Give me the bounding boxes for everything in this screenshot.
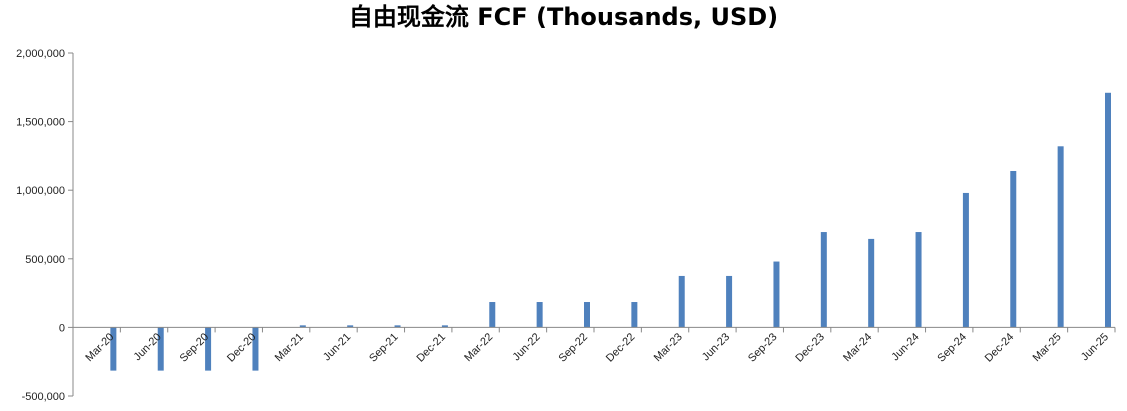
x-tick-label: Jun-25 [1079,331,1111,363]
x-tick-label: Mar-22 [462,331,495,364]
x-tick-label: Jun-23 [700,331,732,363]
x-tick-label: Dec-24 [983,331,1017,365]
x-tick-label: Jun-21 [321,331,353,363]
bar [868,238,875,328]
x-tick-label: Sep-24 [935,331,969,365]
x-axis: Mar-20 Jun-20 Sep-20 Dec-20 Mar-21 Jun-21 Sep-… [73,326,1116,365]
y-tick-label: 0 [59,322,65,334]
y-tick-label: 1,500,000 [16,117,65,129]
x-tick-label: Jun-24 [889,331,921,363]
bar [584,302,590,328]
bar [205,327,212,371]
bars [110,92,1111,371]
bar [678,275,685,328]
x-tick-label: Jun-22 [510,331,542,363]
y-tick-label: 1,000,000 [16,185,65,197]
x-tick-label: Mar-23 [652,331,685,364]
bar [252,327,259,371]
x-tick-label: Dec-21 [414,331,448,365]
bar [1057,146,1064,328]
bar [394,325,401,328]
x-tick-label: Sep-22 [557,331,591,365]
bar [347,325,354,328]
bar [820,232,827,328]
x-tick-label: Dec-23 [793,331,827,365]
y-tick-label: -500,000 [22,391,65,403]
bar [489,302,496,328]
x-tick-label: Sep-21 [367,331,401,365]
x-tick-label: Mar-21 [273,331,306,364]
bar [915,232,922,328]
bar [726,275,733,328]
bar [631,302,638,328]
y-tick-label: 2,000,000 [16,48,65,60]
bar [1010,170,1017,328]
y-axis: -500,000 0 500,000 1,000,000 1,500,000 2,000,… [16,48,74,403]
bar [962,192,969,328]
bar [299,325,306,328]
x-tick-label: Dec-22 [604,331,638,365]
x-tick-label: Mar-25 [1031,331,1064,364]
bar [1105,92,1111,328]
bar [157,327,164,371]
bar [536,302,543,328]
chart-title: 自由现金流 FCF (Thousands, USD) [348,3,779,31]
x-tick-label: Sep-23 [746,331,780,365]
bar [441,325,448,328]
bar [773,261,780,328]
y-tick-label: 500,000 [25,254,65,266]
bar [110,327,117,371]
x-tick-label: Mar-24 [841,331,874,364]
